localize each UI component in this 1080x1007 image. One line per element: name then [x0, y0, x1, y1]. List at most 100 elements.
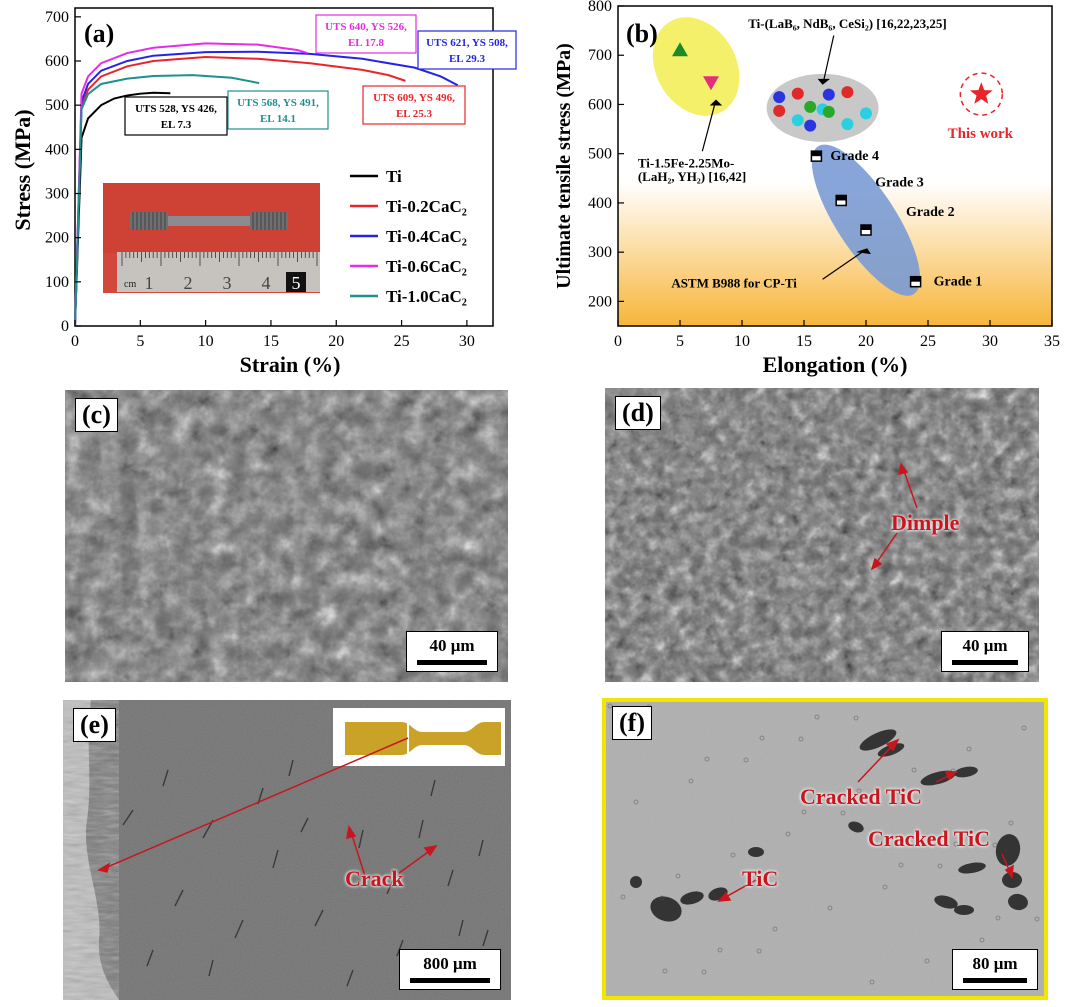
- this-work-ring: [959, 72, 1004, 116]
- tic-micrograph-f: Cracked TiC Cracked TiC TiC (f) 80 μm: [602, 698, 1048, 1000]
- a-xtick-label: 25: [394, 333, 410, 350]
- legend-entry: Ti-1.0CaC₂: [386, 287, 467, 306]
- pore: [772, 926, 778, 932]
- tic-particle: [1002, 872, 1022, 888]
- b-ytick-label: 700: [588, 47, 612, 64]
- stress-strain-curve-0: [74, 91, 171, 327]
- group2-label: Ti-(LaB₆, NdB₆, CeSi₂) [16,22,23,25]: [748, 16, 947, 31]
- b-xtick-label: 30: [982, 333, 998, 350]
- a-xtick-label: 20: [328, 333, 344, 350]
- tic-particle: [748, 847, 764, 857]
- pore: [966, 746, 972, 752]
- pore: [840, 810, 846, 816]
- b-xtick-label: 20: [858, 333, 874, 350]
- pore: [785, 831, 791, 837]
- ruler-number: 2: [184, 273, 193, 293]
- group2-marker: [822, 105, 835, 118]
- stress-strain-curve-1: [74, 56, 406, 327]
- scale-bar-c: 40 μm: [406, 631, 498, 672]
- b-xtick-label: 35: [1044, 333, 1060, 350]
- panel-e-label: (e): [73, 708, 116, 742]
- pore: [995, 915, 1001, 921]
- grade-label: Grade 1: [934, 275, 983, 290]
- pore: [730, 852, 736, 858]
- fracture-micrograph-c: (c) 40 μm: [65, 390, 508, 682]
- pore: [633, 799, 639, 805]
- pore: [743, 757, 749, 763]
- a-annotation-text: UTS 568, YS 491,: [237, 97, 319, 109]
- group2-marker: [816, 103, 829, 116]
- legend-entry: Ti: [386, 167, 402, 186]
- b-xtick-label: 25: [920, 333, 936, 350]
- crack-trace: [478, 839, 484, 857]
- crack-trace: [272, 849, 279, 869]
- pore: [688, 778, 694, 784]
- a-annotation-text: UTS 609, YS 496,: [373, 92, 455, 104]
- pore: [882, 884, 888, 890]
- group1-label: (LaH₂, YH₂) [16,42]: [638, 169, 746, 184]
- pore: [895, 789, 901, 795]
- panel-c-label: (c): [75, 398, 118, 432]
- b-xlabel: Elongation (%): [763, 352, 908, 377]
- panel-d-label: (d): [615, 396, 661, 430]
- ruler-number: 5: [292, 273, 301, 293]
- pore: [853, 715, 859, 721]
- crack-trace: [396, 939, 404, 957]
- group2-marker: [773, 91, 786, 104]
- crack-label: Crack: [345, 866, 404, 891]
- pore: [759, 735, 765, 741]
- pore: [701, 969, 707, 975]
- pore: [953, 841, 959, 847]
- group2-marker: [804, 100, 817, 113]
- scale-bar-f: 80 μm: [952, 949, 1038, 990]
- group1-label: Ti-1.5Fe-2.25Mo-: [638, 155, 735, 170]
- b-ytick-label: 500: [588, 146, 612, 163]
- pore: [662, 968, 668, 974]
- crack-trace: [346, 969, 354, 987]
- pore: [814, 714, 820, 720]
- pore: [620, 894, 626, 900]
- pore: [1034, 916, 1040, 922]
- scale-bar-d: 40 μm: [941, 631, 1029, 672]
- grade-marker: [810, 150, 823, 162]
- crack-micrograph-e: Crack (e) 800 μm: [63, 700, 511, 1000]
- this-work-marker: [969, 82, 993, 104]
- crack-trace: [430, 779, 436, 797]
- tic-particle: [995, 834, 1021, 866]
- a-annotation-text: EL 14.1: [260, 113, 296, 125]
- a-ytick-label: 200: [45, 230, 69, 247]
- a-annotation-box: [417, 30, 517, 70]
- grade-label: Grade 3: [875, 175, 924, 190]
- panel-f-label: (f): [612, 706, 652, 740]
- crack-trace: [418, 819, 424, 839]
- crack-trace: [447, 869, 454, 887]
- crack-trace: [122, 809, 134, 826]
- a-xtick-label: 30: [459, 333, 475, 350]
- crack-trace: [458, 919, 464, 937]
- tic-label: TiC: [742, 866, 779, 891]
- grade-marker: [835, 194, 847, 207]
- grade-label: Grade 4: [830, 149, 879, 164]
- panel-a-label: (a): [84, 19, 114, 48]
- group2-marker: [841, 86, 854, 99]
- pore: [869, 979, 875, 985]
- a-annotation-text: UTS 621, YS 508,: [426, 37, 508, 49]
- ruler-number: 3: [223, 273, 232, 293]
- pore: [659, 895, 665, 901]
- group2-marker: [791, 114, 804, 127]
- a-annotation-text: EL 17.8: [348, 37, 385, 49]
- crack-trace: [146, 949, 154, 967]
- pore: [675, 873, 681, 879]
- a-xtick-label: 15: [263, 333, 279, 350]
- a-plot-frame: [74, 7, 494, 327]
- tic-particle: [1008, 893, 1028, 911]
- pore: [827, 905, 833, 911]
- crack-trace: [358, 829, 364, 849]
- b-ylabel: Ultimate tensile stress (MPa): [553, 43, 575, 289]
- scale-bar-e: 800 μm: [399, 949, 501, 990]
- tic-particle: [630, 876, 642, 888]
- crack-trace: [482, 929, 489, 947]
- crack-trace: [234, 919, 244, 939]
- tic-particle: [859, 729, 897, 751]
- astm-label: ASTM B988 for CP-Ti: [671, 276, 797, 291]
